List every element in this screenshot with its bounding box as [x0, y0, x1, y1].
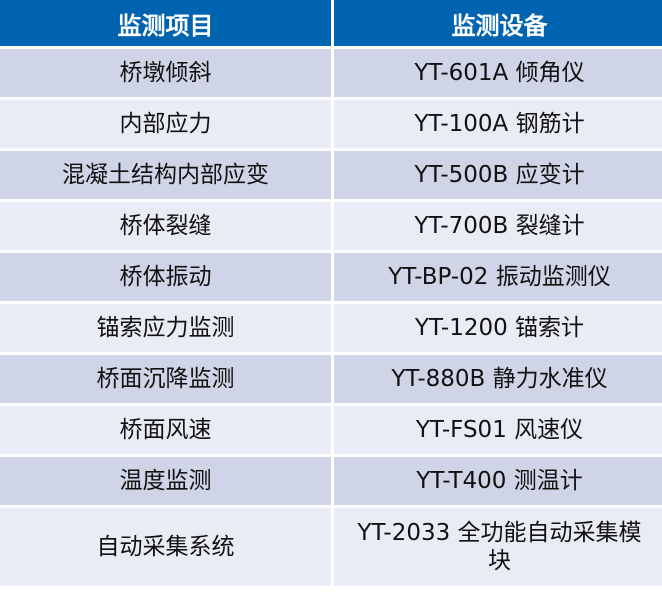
equipment-cell: YT-500B 应变计 — [334, 151, 662, 199]
monitoring-item-cell: 锚索应力监测 — [0, 304, 331, 352]
monitoring-item-cell: 自动采集系统 — [0, 508, 331, 586]
table-row: 桥体振动 YT-BP-02 振动监测仪 — [0, 253, 662, 301]
monitoring-item-cell: 温度监测 — [0, 457, 331, 505]
equipment-cell: YT-880B 静力水准仪 — [334, 355, 662, 403]
table-row: 混凝土结构内部应变 YT-500B 应变计 — [0, 151, 662, 199]
equipment-cell: YT-601A 倾角仪 — [334, 49, 662, 97]
table-row: 桥面风速 YT-FS01 风速仪 — [0, 406, 662, 454]
table-row: 内部应力 YT-100A 钢筋计 — [0, 100, 662, 148]
table-row: 桥墩倾斜 YT-601A 倾角仪 — [0, 49, 662, 97]
table-row: 温度监测 YT-T400 测温计 — [0, 457, 662, 505]
header-row: 监测项目 监测设备 — [0, 0, 662, 46]
monitoring-item-cell: 桥体裂缝 — [0, 202, 331, 250]
equipment-cell: YT-700B 裂缝计 — [334, 202, 662, 250]
monitoring-item-cell: 混凝土结构内部应变 — [0, 151, 331, 199]
monitoring-item-cell: 桥面沉降监测 — [0, 355, 331, 403]
header-equipment: 监测设备 — [334, 0, 662, 46]
equipment-cell: YT-T400 测温计 — [334, 457, 662, 505]
monitoring-item-cell: 桥面风速 — [0, 406, 331, 454]
equipment-cell: YT-100A 钢筋计 — [334, 100, 662, 148]
equipment-cell: YT-FS01 风速仪 — [334, 406, 662, 454]
monitoring-item-cell: 桥体振动 — [0, 253, 331, 301]
table-row: 桥面沉降监测 YT-880B 静力水准仪 — [0, 355, 662, 403]
table-row: 自动采集系统 YT-2033 全功能自动采集模块 — [0, 508, 662, 586]
monitoring-item-cell: 桥墩倾斜 — [0, 49, 331, 97]
table-row: 锚索应力监测 YT-1200 锚索计 — [0, 304, 662, 352]
monitoring-item-cell: 内部应力 — [0, 100, 331, 148]
equipment-cell: YT-1200 锚索计 — [334, 304, 662, 352]
header-item: 监测项目 — [0, 0, 331, 46]
equipment-cell: YT-BP-02 振动监测仪 — [334, 253, 662, 301]
equipment-cell: YT-2033 全功能自动采集模块 — [334, 508, 662, 586]
table-row: 桥体裂缝 YT-700B 裂缝计 — [0, 202, 662, 250]
